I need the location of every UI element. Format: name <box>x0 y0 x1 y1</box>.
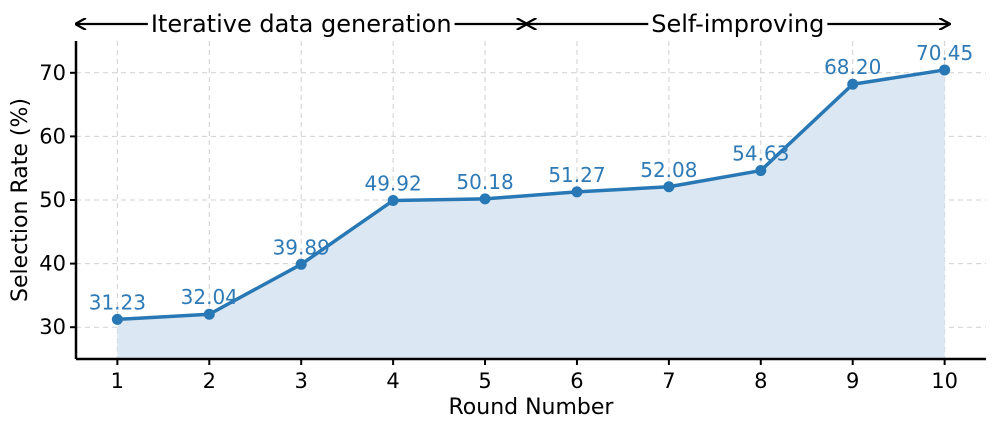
data-label-5: 50.18 <box>456 170 513 194</box>
data-label-4: 49.92 <box>364 172 421 196</box>
phase-annotations: Iterative data generation Self-improving <box>76 10 949 38</box>
x-tick-label-6: 6 <box>570 369 583 393</box>
x-tick-label-2: 2 <box>203 369 216 393</box>
data-label-7: 52.08 <box>640 158 697 182</box>
x-tick-label-1: 1 <box>111 369 124 393</box>
series-line-layer <box>117 68 945 322</box>
data-point-8 <box>755 165 767 177</box>
y-tick-label-30: 30 <box>39 315 66 339</box>
data-point-10 <box>939 64 951 76</box>
data-label-2: 32.04 <box>181 285 238 309</box>
x-tick-label-9: 9 <box>846 369 859 393</box>
x-tick-label-3: 3 <box>295 369 308 393</box>
tick-labels: 1 2 3 4 5 6 7 8 9 10 30 40 50 60 70 <box>39 61 958 393</box>
x-tick-label-10: 10 <box>931 369 958 393</box>
data-point-4 <box>387 195 399 207</box>
area-fill-layer <box>117 69 945 360</box>
y-tick-label-50: 50 <box>39 188 66 212</box>
series-line <box>117 68 945 322</box>
phase-label-0: Iterative data generation <box>151 10 452 38</box>
x-tick-label-7: 7 <box>662 369 675 393</box>
data-label-8: 54.63 <box>732 142 789 166</box>
data-point-2 <box>203 308 215 320</box>
y-axis-label: Selection Rate (%) <box>8 98 33 302</box>
y-tick-label-40: 40 <box>39 252 66 276</box>
data-labels: 31.23 32.04 39.89 49.92 50.18 51.27 52.08 54.63… <box>89 41 974 314</box>
phase-label-1: Self-improving <box>651 10 824 38</box>
data-point-3 <box>295 258 307 270</box>
data-label-10: 70.45 <box>916 41 973 65</box>
data-point-1 <box>111 313 123 325</box>
x-axis-label: Round Number <box>449 395 615 420</box>
y-tick-label-60: 60 <box>39 124 66 148</box>
data-label-9: 68.20 <box>824 55 881 79</box>
x-tick-label-8: 8 <box>754 369 767 393</box>
data-label-6: 51.27 <box>548 163 605 187</box>
x-tick-label-4: 4 <box>386 369 399 393</box>
x-tick-label-5: 5 <box>478 369 491 393</box>
data-point-5 <box>479 193 491 205</box>
data-point-9 <box>847 78 859 90</box>
area-fill <box>117 69 945 360</box>
data-points <box>111 64 951 325</box>
data-point-6 <box>571 186 583 198</box>
data-point-7 <box>663 181 675 193</box>
data-label-1: 31.23 <box>89 290 146 314</box>
y-tick-label-70: 70 <box>39 61 66 85</box>
data-label-3: 39.89 <box>273 235 330 259</box>
